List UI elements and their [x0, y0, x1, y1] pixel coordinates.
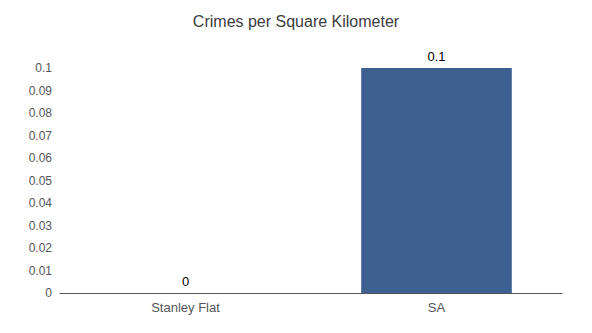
svg-text:0.07: 0.07: [29, 129, 53, 143]
svg-text:0.08: 0.08: [29, 106, 53, 120]
svg-text:0.06: 0.06: [29, 151, 53, 165]
svg-text:0: 0: [45, 286, 52, 300]
svg-text:0.1: 0.1: [35, 61, 52, 75]
svg-text:0.05: 0.05: [29, 174, 53, 188]
svg-text:Crimes per Square Kilometer: Crimes per Square Kilometer: [193, 13, 400, 30]
svg-text:0.02: 0.02: [29, 241, 53, 255]
svg-text:0.04: 0.04: [29, 196, 53, 210]
svg-text:0.09: 0.09: [29, 84, 53, 98]
svg-text:0.1: 0.1: [427, 49, 445, 64]
svg-text:0.01: 0.01: [29, 264, 53, 278]
svg-text:0: 0: [182, 274, 189, 289]
svg-text:0.03: 0.03: [29, 219, 53, 233]
svg-text:Stanley Flat: Stanley Flat: [151, 300, 220, 315]
svg-text:SA: SA: [428, 300, 446, 315]
